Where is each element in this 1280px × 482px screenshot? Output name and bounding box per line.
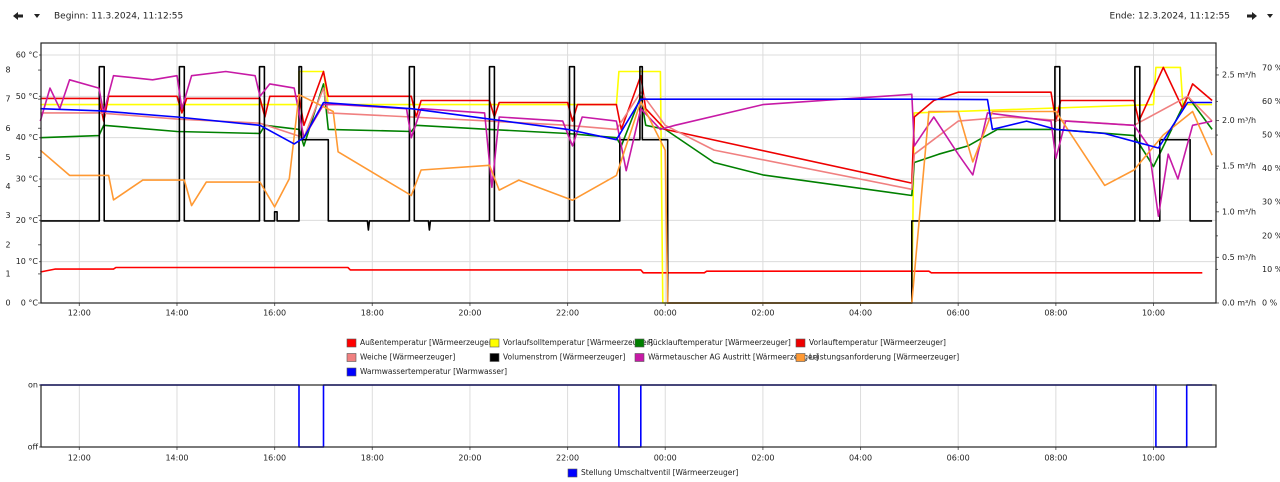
x-tick-label: 22:00 — [556, 454, 579, 463]
y-tick-label: 1 — [5, 269, 10, 278]
x-tick-label: 20:00 — [458, 309, 481, 318]
x-tick-label: 10:00 — [1142, 309, 1165, 318]
x-tick-label: 08:00 — [1044, 454, 1067, 463]
legend-label: Weiche [Wärmeerzeuger] — [360, 353, 455, 362]
prev-button[interactable] — [13, 12, 23, 20]
series-line — [40, 87, 1213, 191]
x-tick-label: 06:00 — [947, 309, 970, 318]
y-tick-label: 50 % — [1262, 131, 1280, 140]
y-tick-label: 70 % — [1262, 63, 1280, 72]
y-tick-label: 60 % — [1262, 97, 1280, 106]
y-tick-label: 10 °C — [16, 257, 39, 266]
legend-label: Volumenstrom [Wärmeerzeuger] — [503, 353, 625, 362]
legend-swatch — [489, 353, 500, 362]
x-tick-label: 18:00 — [361, 454, 384, 463]
x-tick-label: 10:00 — [1142, 454, 1165, 463]
legend-swatch — [346, 353, 357, 362]
x-tick-label: 04:00 — [849, 454, 872, 463]
legend-label: Vorlauftemperatur [Wärmeerzeuger] — [809, 338, 946, 347]
y-tick-label: 0 — [5, 299, 10, 308]
x-tick-label: 22:00 — [556, 309, 579, 318]
y-tick-label: off — [28, 443, 39, 452]
legend-swatch — [346, 367, 357, 377]
series-line — [40, 66, 1213, 304]
legend-label: Stellung Umschaltventil [Wärmeerzeuger] — [581, 468, 738, 477]
x-tick-label: 00:00 — [654, 309, 677, 318]
end-dropdown[interactable] — [1267, 14, 1273, 18]
legend-swatch — [567, 468, 578, 478]
x-tick-label: 02:00 — [751, 454, 774, 463]
x-tick-label: 00:00 — [654, 454, 677, 463]
y-tick-label: 0 % — [1262, 299, 1278, 308]
y-tick-label: 1.0 m³/h — [1222, 207, 1256, 216]
x-tick-label: 02:00 — [751, 309, 774, 318]
series-line — [40, 266, 1203, 274]
legend-swatch — [795, 353, 806, 362]
legend-swatch — [634, 353, 645, 362]
series-line — [39, 93, 1213, 304]
y-tick-label: 30 °C — [16, 174, 39, 183]
y-tick-label: 4 — [5, 182, 10, 191]
legend-label: Wärmetauscher AG Austritt [Wärmeerzeuger… — [648, 353, 819, 362]
y-tick-label: 2.5 m³/h — [1222, 70, 1256, 79]
y-tick-label: 0.0 m³/h — [1222, 299, 1256, 308]
series-line — [40, 384, 1213, 448]
y-tick-label: 30 % — [1262, 198, 1280, 207]
y-tick-label: 20 % — [1262, 231, 1280, 240]
y-tick-label: 8 — [5, 66, 10, 75]
x-tick-label: 14:00 — [165, 309, 188, 318]
y-tick-label: 7 — [5, 95, 10, 104]
x-tick-label: 18:00 — [361, 309, 384, 318]
begin-dropdown[interactable] — [34, 14, 40, 18]
y-tick-label: 10 % — [1262, 265, 1280, 274]
legend-swatch — [795, 338, 806, 348]
legend-label: Außentemperatur [Wärmeerzeuger] — [360, 338, 495, 347]
legend-swatch — [346, 338, 357, 348]
x-tick-label: 12:00 — [68, 454, 91, 463]
x-tick-label: 16:00 — [263, 309, 286, 318]
x-tick-label: 12:00 — [68, 309, 91, 318]
x-tick-label: 08:00 — [1044, 309, 1067, 318]
y-tick-label: 50 °C — [16, 92, 39, 101]
next-button[interactable] — [1247, 12, 1257, 20]
series-line — [40, 98, 1213, 149]
y-tick-label: 0.5 m³/h — [1222, 253, 1256, 262]
series-line — [39, 70, 1213, 217]
x-tick-label: 16:00 — [263, 454, 286, 463]
begin-label: Beginn: 11.3.2024, 11:12:55 — [54, 12, 183, 22]
legend-label: Rücklauftemperatur [Wärmeerzeuger] — [648, 338, 791, 347]
x-tick-label: 14:00 — [165, 454, 188, 463]
x-tick-label: 06:00 — [947, 454, 970, 463]
legend-label: Leistungsanforderung [Wärmeerzeuger] — [809, 353, 959, 362]
y-tick-label: 5 — [5, 153, 10, 162]
y-tick-label: 0 °C — [21, 299, 39, 308]
series-line — [40, 65, 1213, 304]
y-tick-label: 60 °C — [16, 50, 39, 59]
y-tick-label: 1.5 m³/h — [1222, 162, 1256, 171]
legend-label: Vorlaufsolltemperatur [Wärmeerzeuger] — [503, 338, 653, 347]
legend-label: Warmwassertemperatur [Warmwasser] — [360, 367, 507, 376]
y-tick-label: on — [28, 381, 38, 390]
legend-swatch — [489, 338, 500, 348]
y-tick-label: 2.0 m³/h — [1222, 116, 1256, 125]
plot-frame — [40, 42, 1217, 304]
y-tick-label: 2 — [5, 240, 10, 249]
y-tick-label: 20 °C — [16, 216, 39, 225]
x-tick-label: 04:00 — [849, 309, 872, 318]
y-tick-label: 6 — [5, 124, 10, 133]
legend-swatch — [634, 338, 645, 348]
toolbar: Beginn: 11.3.2024, 11:12:55 Ende: 12.3.2… — [13, 12, 1273, 22]
x-tick-label: 20:00 — [458, 454, 481, 463]
plot-frame — [40, 384, 1217, 448]
y-tick-label: 3 — [5, 211, 10, 220]
y-tick-label: 40 °C — [16, 133, 39, 142]
series-line — [40, 66, 1213, 184]
end-label: Ende: 12.3.2024, 11:12:55 — [1110, 12, 1230, 22]
y-tick-label: 40 % — [1262, 164, 1280, 173]
